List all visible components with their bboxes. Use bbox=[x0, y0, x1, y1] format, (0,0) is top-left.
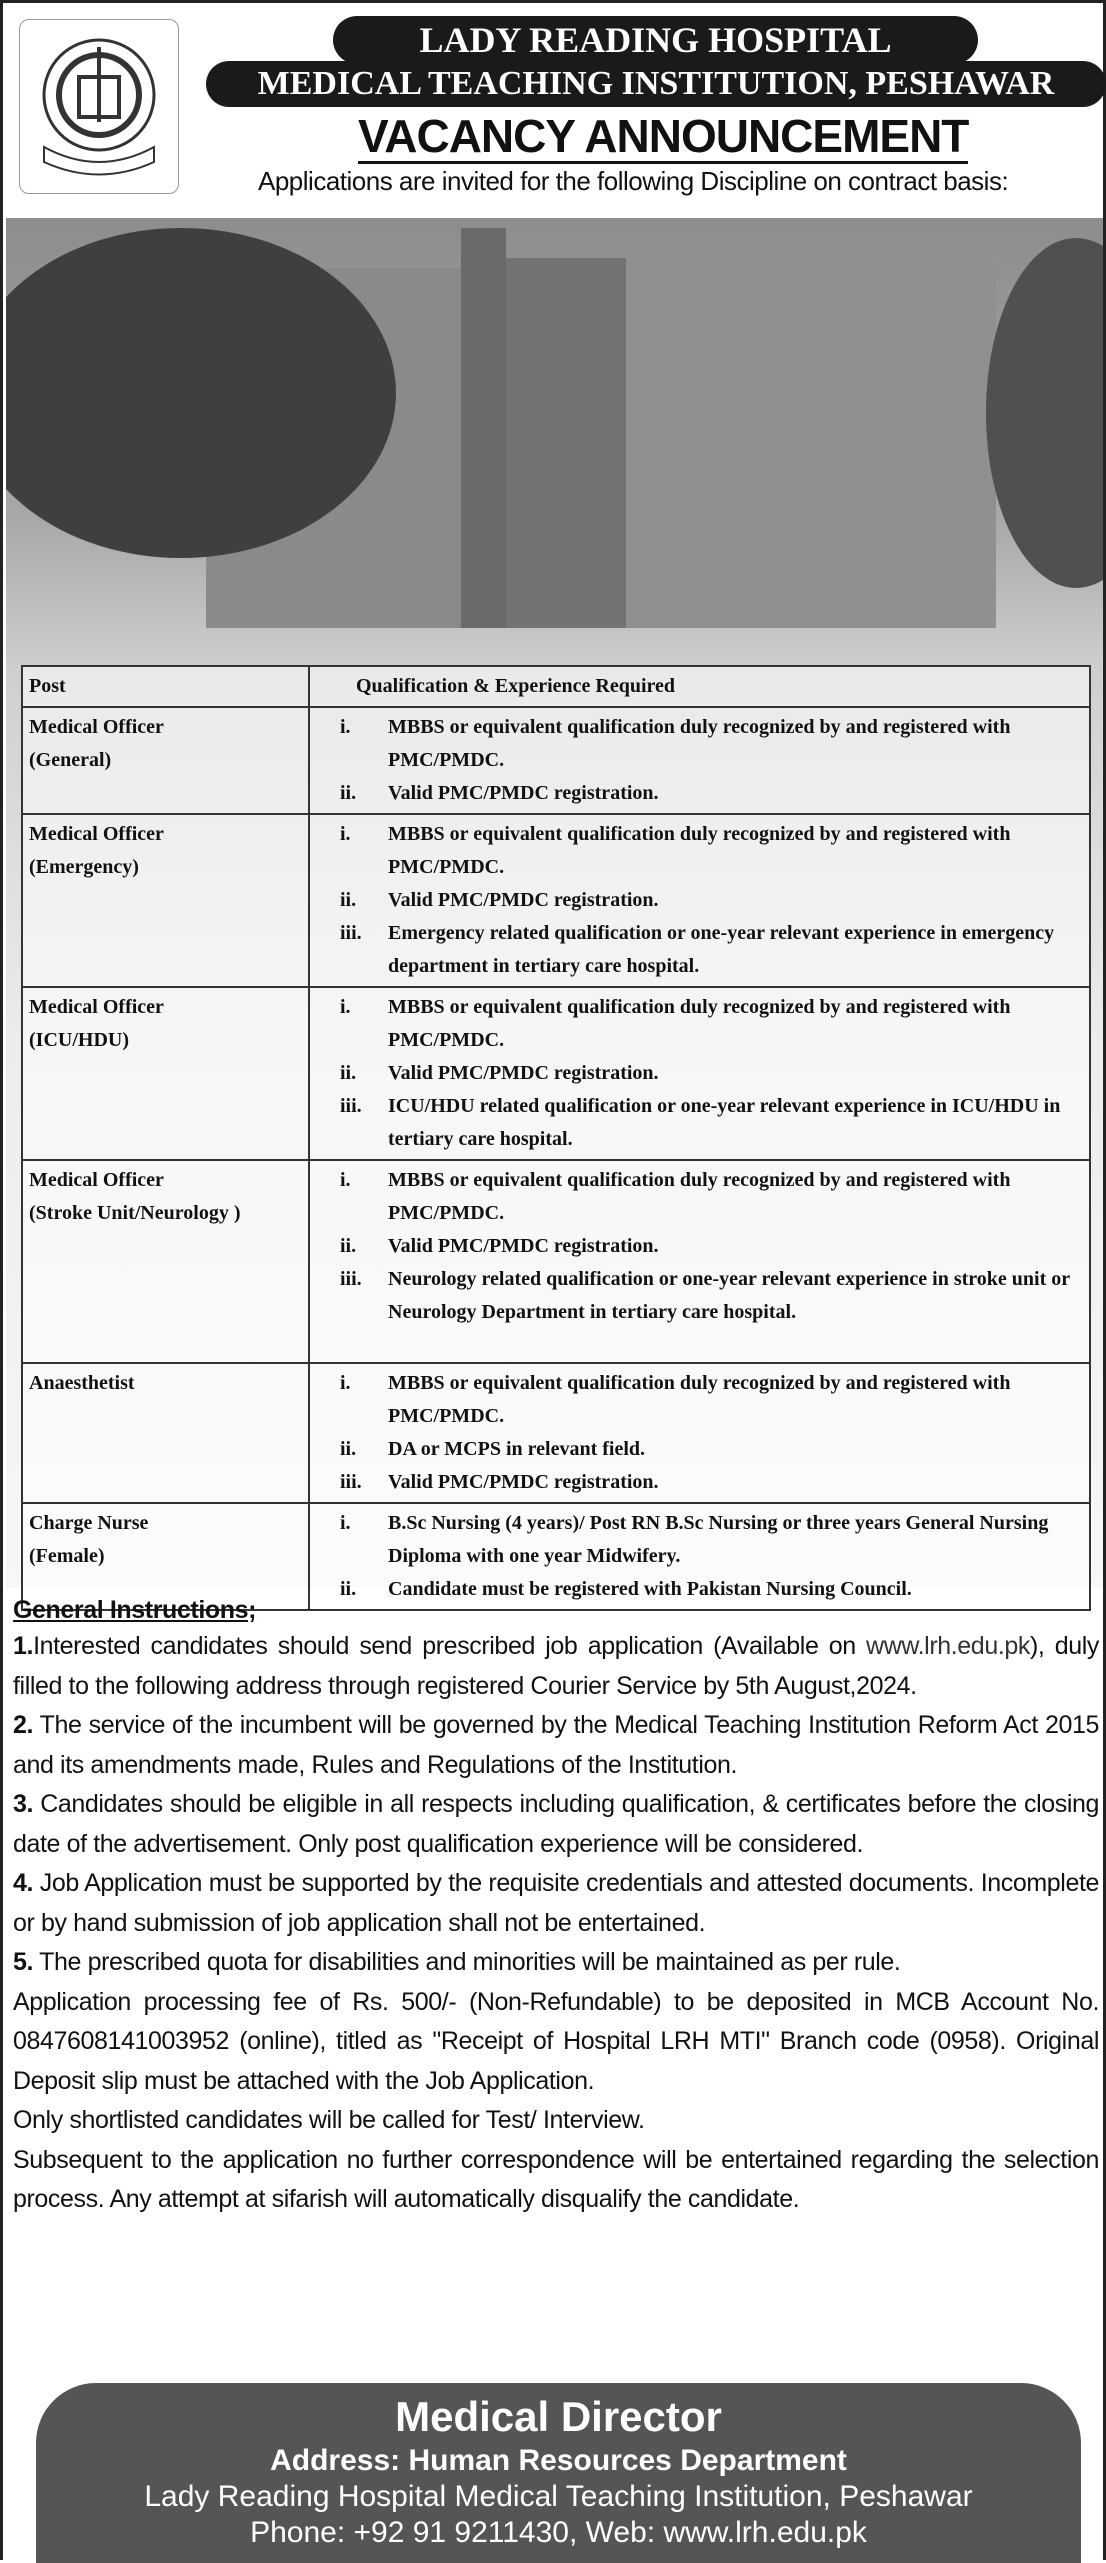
qualification-item: ii. Valid PMC/PMDC registration. bbox=[340, 1062, 659, 1084]
qualification-item: iii. ICU/HDU related qualification or one… bbox=[340, 1095, 1061, 1150]
table-header-row: Post Qualification & Experience Required bbox=[21, 665, 1091, 708]
table-row: Medical Officer (Emergency) i. MBBS or equi… bbox=[21, 813, 1091, 988]
instruction-4: 4. Job Application must be supported by … bbox=[13, 1869, 1099, 1937]
page-title: VACANCY ANNOUNCEMENT bbox=[358, 110, 969, 164]
hospital-name-banner: LADY READING HOSPITAL bbox=[333, 16, 978, 64]
qualification-cell: i. MBBS or equivalent qualification duly … bbox=[308, 813, 1091, 988]
website-link[interactable]: www.lrh.edu.pk bbox=[866, 1632, 1030, 1660]
post-cell: Medical Officer (ICU/HDU) bbox=[21, 986, 310, 1161]
qualification-cell: i. MBBS or equivalent qualification duly … bbox=[308, 986, 1091, 1161]
institution-banner: MEDICAL TEACHING INSTITUTION, PESHAWAR bbox=[206, 61, 1106, 107]
fee-instruction: Application processing fee of Rs. 500/- … bbox=[13, 1987, 1099, 2095]
qualification-item: iii. Valid PMC/PMDC registration. bbox=[340, 1471, 659, 1493]
qualification-cell: i. B.Sc Nursing (4 years)/ Post RN B.Sc N… bbox=[308, 1502, 1091, 1611]
qualification-item: i. MBBS or equivalent qualification duly … bbox=[340, 1169, 1011, 1224]
table-row: Anaesthetist i. MBBS or equivalent qualifi… bbox=[21, 1362, 1091, 1504]
qualification-item: iii. Emergency related qualification or o… bbox=[340, 922, 1055, 977]
logo-emblem-icon bbox=[42, 38, 156, 175]
qualification-cell: i. MBBS or equivalent qualification duly … bbox=[308, 1362, 1091, 1504]
post-cell: Medical Officer (General) bbox=[21, 706, 310, 815]
post-cell: Medical Officer (Stroke Unit/Neurology ) bbox=[21, 1159, 310, 1364]
table-row: Medical Officer (General) i. MBBS or equiva… bbox=[21, 706, 1091, 815]
contact-footer: Medical Director Address: Human Resource… bbox=[36, 2383, 1081, 2563]
qualification-item: ii. Valid PMC/PMDC registration. bbox=[340, 782, 659, 804]
post-cell: Medical Officer (Emergency) bbox=[21, 813, 310, 988]
qualification-item: i. MBBS or equivalent qualification duly … bbox=[340, 1372, 1011, 1427]
qualification-item: ii. Valid PMC/PMDC registration. bbox=[340, 889, 659, 911]
shortlist-note: Only shortlisted candidates will be call… bbox=[13, 2106, 645, 2134]
instruction-5: 5. The prescribed quota for disabilities… bbox=[13, 1948, 901, 1976]
qualification-item: ii. Valid PMC/PMDC registration. bbox=[340, 1235, 659, 1257]
column-header-qualification: Qualification & Experience Required bbox=[308, 665, 1091, 708]
institute-logo bbox=[19, 19, 179, 194]
instruction-2: 2. The service of the incumbent will be … bbox=[13, 1711, 1099, 1779]
table-row: Medical Officer (ICU/HDU) i. MBBS or equiva… bbox=[21, 986, 1091, 1161]
instructions-heading: General Instructions; bbox=[13, 1596, 257, 1624]
qualification-item: i. MBBS or equivalent qualification duly … bbox=[340, 716, 1011, 771]
footer-title: Medical Director bbox=[395, 2393, 722, 2440]
correspondence-note: Subsequent to the application no further… bbox=[13, 2145, 1099, 2214]
table-row: Medical Officer (Stroke Unit/Neurology ) i… bbox=[21, 1159, 1091, 1364]
post-cell: Anaesthetist bbox=[21, 1362, 310, 1504]
general-instructions: General Instructions; 1.Interested candi… bbox=[13, 1593, 1099, 2220]
qualification-cell: i. MBBS or equivalent qualification duly … bbox=[308, 706, 1091, 815]
instruction-1: 1.Interested candidates should send pres… bbox=[13, 1632, 1099, 1700]
qualification-item: i. MBBS or equivalent qualification duly … bbox=[340, 996, 1011, 1051]
instruction-3: 3. Candidates should be eligible in all … bbox=[13, 1790, 1099, 1858]
qualification-item: ii. DA or MCPS in relevant field. bbox=[340, 1438, 646, 1460]
footer-contact: Phone: +92 91 9211430, Web: www.lrh.edu.… bbox=[250, 2516, 867, 2549]
qualification-cell: i. MBBS or equivalent qualification duly … bbox=[308, 1159, 1091, 1364]
subtitle: Applications are invited for the followi… bbox=[258, 166, 1009, 196]
qualification-item: i. B.Sc Nursing (4 years)/ Post RN B.Sc N… bbox=[340, 1512, 1049, 1567]
qualification-item: iii. Neurology related qualification or o… bbox=[340, 1268, 1070, 1323]
table-row: Charge Nurse (Female) i. B.Sc Nursing (4 ye… bbox=[21, 1502, 1091, 1611]
footer-address: Address: Human Resources Department bbox=[270, 2444, 847, 2477]
post-cell: Charge Nurse (Female) bbox=[21, 1502, 310, 1611]
column-header-post: Post bbox=[21, 665, 310, 708]
qualification-item: i. MBBS or equivalent qualification duly … bbox=[340, 823, 1011, 878]
footer-institution: Lady Reading Hospital Medical Teaching I… bbox=[144, 2480, 973, 2513]
qualification-item: ii. Candidate must be registered with Pak… bbox=[340, 1578, 912, 1600]
vacancy-table: Post Qualification & Experience Required… bbox=[21, 665, 1091, 1611]
